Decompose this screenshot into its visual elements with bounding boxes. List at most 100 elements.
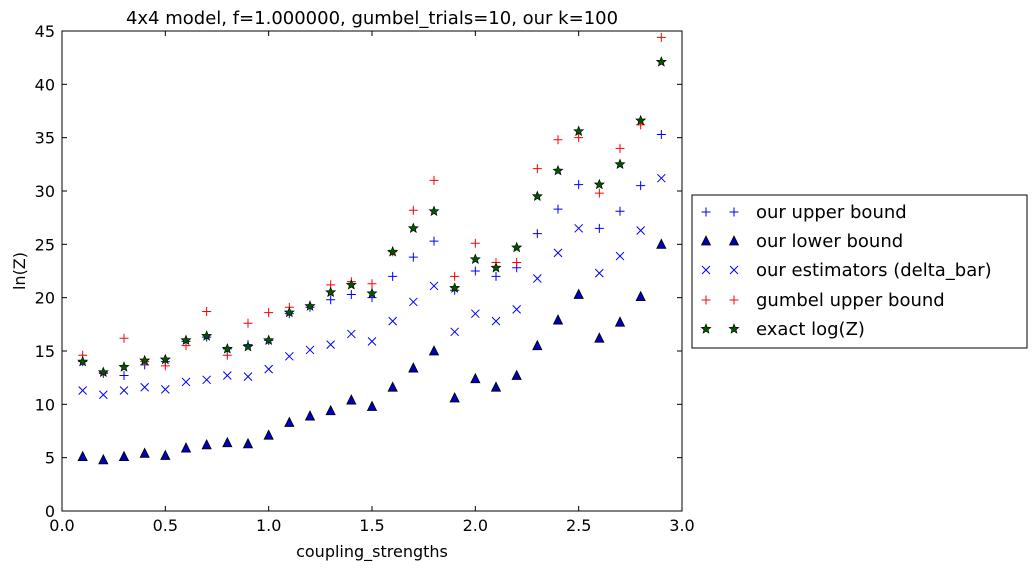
y-tick-label: 45 xyxy=(35,22,55,41)
point-our-estimators-delta-bar xyxy=(222,371,232,380)
point-gumbel-upper-bound xyxy=(429,175,439,185)
legend: our upper bound our lower bound our esti… xyxy=(691,194,1028,349)
point-gumbel-upper-bound xyxy=(615,143,625,153)
legend-marker-exact-log-z xyxy=(728,323,740,334)
point-exact-log-z xyxy=(97,366,109,378)
point-our-lower-bound xyxy=(139,447,150,458)
point-our-lower-bound xyxy=(449,392,460,403)
point-gumbel-upper-bound xyxy=(408,205,418,215)
point-exact-log-z xyxy=(304,300,316,311)
point-exact-log-z xyxy=(490,261,502,273)
point-exact-log-z xyxy=(159,353,171,365)
point-exact-log-z xyxy=(428,205,440,216)
point-our-upper-bound xyxy=(594,223,604,233)
chart-title: 4x4 model, f=1.000000, gumbel_trials=10,… xyxy=(126,8,618,29)
x-axis-label: coupling_strengths xyxy=(296,542,448,562)
legend-marker-our-estimators-delta-bar xyxy=(729,265,739,275)
point-our-estimators-delta-bar xyxy=(656,173,666,183)
y-tick-label: 15 xyxy=(35,342,55,361)
point-our-lower-bound xyxy=(201,438,212,450)
legend-label-our-upper-bound: our upper bound xyxy=(756,202,907,223)
point-exact-log-z xyxy=(263,334,275,346)
point-our-estimators-delta-bar xyxy=(450,327,460,337)
legend-label-our-estimators: our estimators (delta_bar) xyxy=(756,260,992,281)
x-tick-label: 2.5 xyxy=(566,516,591,535)
point-our-estimators-delta-bar xyxy=(367,337,377,346)
point-our-lower-bound xyxy=(160,449,171,460)
point-our-lower-bound xyxy=(77,450,88,462)
point-our-estimators-delta-bar xyxy=(553,248,563,258)
point-gumbel-upper-bound xyxy=(553,135,563,145)
point-our-lower-bound xyxy=(614,316,626,327)
point-our-estimators-delta-bar xyxy=(346,329,356,339)
point-our-lower-bound xyxy=(408,362,419,373)
point-exact-log-z xyxy=(283,306,295,318)
point-gumbel-upper-bound xyxy=(202,307,212,317)
point-our-estimators-delta-bar xyxy=(512,305,522,314)
point-our-estimators-delta-bar xyxy=(532,274,542,283)
point-our-estimators-delta-bar xyxy=(140,382,150,392)
point-our-estimators-delta-bar xyxy=(470,309,480,319)
y-tick-label: 30 xyxy=(35,182,55,201)
y-tick-label: 0 xyxy=(45,502,55,521)
point-our-lower-bound xyxy=(118,450,130,462)
y-axis-label: ln(Z) xyxy=(10,252,29,290)
points-layer xyxy=(77,32,667,465)
point-gumbel-upper-bound xyxy=(512,257,522,267)
point-exact-log-z xyxy=(511,241,523,253)
point-exact-log-z xyxy=(180,334,192,346)
y-tick-label: 35 xyxy=(35,129,55,148)
point-our-upper-bound xyxy=(388,271,398,281)
plot-frame xyxy=(61,30,683,512)
point-exact-log-z xyxy=(552,164,564,176)
point-our-upper-bound xyxy=(491,271,501,281)
point-our-estimators-delta-bar xyxy=(594,268,604,278)
point-our-lower-bound xyxy=(573,288,584,299)
point-gumbel-upper-bound xyxy=(243,318,253,328)
point-gumbel-upper-bound xyxy=(532,164,542,174)
ticks-layer: 0.0 0.5 1.0 1.5 2.0 2.5 3.0 0 5 10 15 20 25 30 35 40 45 xyxy=(35,22,695,535)
point-our-estimators-delta-bar xyxy=(636,226,646,235)
point-exact-log-z xyxy=(531,190,543,202)
point-our-lower-bound xyxy=(656,238,667,249)
point-gumbel-upper-bound xyxy=(264,308,274,318)
point-exact-log-z xyxy=(469,253,481,264)
point-exact-log-z xyxy=(221,343,233,354)
y-tick-label: 5 xyxy=(45,449,55,468)
point-exact-log-z xyxy=(201,330,213,341)
point-our-upper-bound xyxy=(429,236,439,246)
point-exact-log-z xyxy=(366,287,378,299)
legend-marker-our-lower-bound xyxy=(700,235,712,246)
point-our-lower-bound xyxy=(490,381,502,392)
point-exact-log-z xyxy=(345,279,357,290)
point-our-estimators-delta-bar xyxy=(326,340,336,349)
point-exact-log-z xyxy=(139,354,151,366)
point-our-estimators-delta-bar xyxy=(574,223,584,233)
point-gumbel-upper-bound xyxy=(594,188,604,198)
point-our-estimators-delta-bar xyxy=(388,316,398,326)
point-our-upper-bound xyxy=(470,266,480,276)
point-our-lower-bound xyxy=(98,453,109,465)
point-our-upper-bound xyxy=(615,206,625,216)
point-our-lower-bound xyxy=(594,332,605,343)
point-our-upper-bound xyxy=(574,180,584,190)
point-gumbel-upper-bound xyxy=(367,279,377,289)
point-our-estimators-delta-bar xyxy=(160,385,170,394)
point-our-lower-bound xyxy=(304,410,316,421)
point-our-lower-bound xyxy=(366,400,378,411)
point-our-upper-bound xyxy=(532,229,542,239)
point-our-upper-bound xyxy=(553,204,563,214)
legend-label-gumbel-upper-bound: gumbel upper bound xyxy=(756,290,945,311)
point-our-lower-bound xyxy=(222,436,233,448)
point-exact-log-z xyxy=(655,56,667,67)
x-tick-label: 2.0 xyxy=(463,516,488,535)
point-our-lower-bound xyxy=(325,404,336,416)
point-exact-log-z xyxy=(593,178,605,190)
point-our-estimators-delta-bar xyxy=(181,377,191,387)
point-exact-log-z xyxy=(387,245,399,257)
point-gumbel-upper-bound xyxy=(119,333,129,343)
point-gumbel-upper-bound xyxy=(160,361,170,371)
point-our-lower-bound xyxy=(470,372,481,384)
point-our-upper-bound xyxy=(408,252,418,262)
